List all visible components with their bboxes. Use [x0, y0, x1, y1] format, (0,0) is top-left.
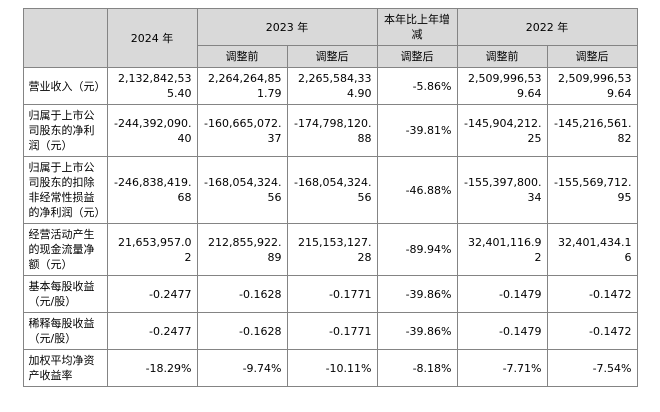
value-change: -46.88% — [376, 156, 458, 224]
value-2023-post: 215,153,127.28 — [286, 223, 378, 276]
value-2024: -246,838,419.68 — [106, 156, 198, 224]
value-2023-post: -168,054,324.56 — [286, 156, 378, 224]
value-2022-pre: -0.1479 — [456, 312, 548, 350]
value-2023-post: -174,798,120.88 — [286, 104, 378, 157]
header-row-years: 2024 年 2023 年 本年比上年增减 2022 年 — [22, 8, 638, 68]
value-2024: 2,132,842,535.40 — [106, 67, 198, 105]
value-2023-pre: -160,665,072.37 — [196, 104, 288, 157]
value-change: -5.86% — [376, 67, 458, 105]
value-change: -8.18% — [376, 349, 458, 387]
value-2022-post: 32,401,434.16 — [546, 223, 638, 276]
value-change: -89.94% — [376, 223, 458, 276]
header-year-2024: 2024 年 — [106, 8, 198, 68]
row-label: 基本每股收益（元/股） — [22, 275, 108, 313]
value-2022-post: -0.1472 — [546, 312, 638, 350]
table-row-operating-cash-flow: 经营活动产生的现金流量净额（元） 21,653,957.02 212,855,9… — [22, 223, 638, 276]
value-2022-post: -155,569,712.95 — [546, 156, 638, 224]
subheader-2023-post-adjustment: 调整后 — [286, 45, 378, 68]
table-body: 营业收入（元） 2,132,842,535.40 2,264,264,851.7… — [22, 67, 638, 387]
value-2024: 21,653,957.02 — [106, 223, 198, 276]
row-label: 归属于上市公司股东的扣除非经常性损益的净利润（元） — [22, 156, 108, 224]
table-row-net-profit: 归属于上市公司股东的净利润（元） -244,392,090.40 -160,66… — [22, 104, 638, 157]
value-2023-pre: -0.1628 — [196, 275, 288, 313]
value-2023-post: -0.1771 — [286, 312, 378, 350]
value-2022-pre: -145,904,212.25 — [456, 104, 548, 157]
value-2022-pre: 32,401,116.92 — [456, 223, 548, 276]
value-2024: -0.2477 — [106, 312, 198, 350]
value-change: -39.86% — [376, 312, 458, 350]
row-label: 经营活动产生的现金流量净额（元） — [22, 223, 108, 276]
value-2023-pre: 2,264,264,851.79 — [196, 67, 288, 105]
header-yoy-change: 本年比上年增减 — [376, 8, 458, 46]
subheader-2022-post-adjustment: 调整后 — [546, 45, 638, 68]
row-label: 归属于上市公司股东的净利润（元） — [22, 104, 108, 157]
header-year-2022: 2022 年 — [456, 8, 638, 46]
row-label: 稀释每股收益（元/股） — [22, 312, 108, 350]
value-change: -39.86% — [376, 275, 458, 313]
subheader-2023-pre-adjustment: 调整前 — [196, 45, 288, 68]
table-row-net-profit-excl-nonrecurring: 归属于上市公司股东的扣除非经常性损益的净利润（元） -246,838,419.6… — [22, 156, 638, 224]
value-2023-post: 2,265,584,334.90 — [286, 67, 378, 105]
value-2022-post: -145,216,561.82 — [546, 104, 638, 157]
value-2024: -18.29% — [106, 349, 198, 387]
value-2023-post: -0.1771 — [286, 275, 378, 313]
value-2022-pre: -0.1479 — [456, 275, 548, 313]
value-2024: -244,392,090.40 — [106, 104, 198, 157]
value-2024: -0.2477 — [106, 275, 198, 313]
value-2023-pre: -9.74% — [196, 349, 288, 387]
value-2023-pre: -0.1628 — [196, 312, 288, 350]
value-2022-pre: -155,397,800.34 — [456, 156, 548, 224]
subheader-change-post-adjustment: 调整后 — [376, 45, 458, 68]
value-2022-pre: -7.71% — [456, 349, 548, 387]
value-2022-post: -7.54% — [546, 349, 638, 387]
financial-summary-table: 2024 年 2023 年 本年比上年增减 2022 年 调整前 调整后 调整后… — [22, 8, 638, 387]
table-row-diluted-eps: 稀释每股收益（元/股） -0.2477 -0.1628 -0.1771 -39.… — [22, 312, 638, 350]
value-2023-pre: -168,054,324.56 — [196, 156, 288, 224]
table-header: 2024 年 2023 年 本年比上年增减 2022 年 调整前 调整后 调整后… — [22, 8, 638, 68]
row-label: 加权平均净资产收益率 — [22, 349, 108, 387]
table-row-basic-eps: 基本每股收益（元/股） -0.2477 -0.1628 -0.1771 -39.… — [22, 275, 638, 313]
table-row-weighted-avg-roe: 加权平均净资产收益率 -18.29% -9.74% -10.11% -8.18%… — [22, 349, 638, 387]
value-change: -39.81% — [376, 104, 458, 157]
value-2022-pre: 2,509,996,539.64 — [456, 67, 548, 105]
value-2022-post: -0.1472 — [546, 275, 638, 313]
value-2023-post: -10.11% — [286, 349, 378, 387]
table-row-revenue: 营业收入（元） 2,132,842,535.40 2,264,264,851.7… — [22, 67, 638, 105]
row-label: 营业收入（元） — [22, 67, 108, 105]
value-2023-pre: 212,855,922.89 — [196, 223, 288, 276]
header-year-2023: 2023 年 — [196, 8, 378, 46]
corner-header-cell — [22, 8, 108, 68]
header-row-adjustments: 调整前 调整后 调整后 调整前 调整后 — [23, 45, 638, 68]
value-2022-post: 2,509,996,539.64 — [546, 67, 638, 105]
subheader-2022-pre-adjustment: 调整前 — [456, 45, 548, 68]
